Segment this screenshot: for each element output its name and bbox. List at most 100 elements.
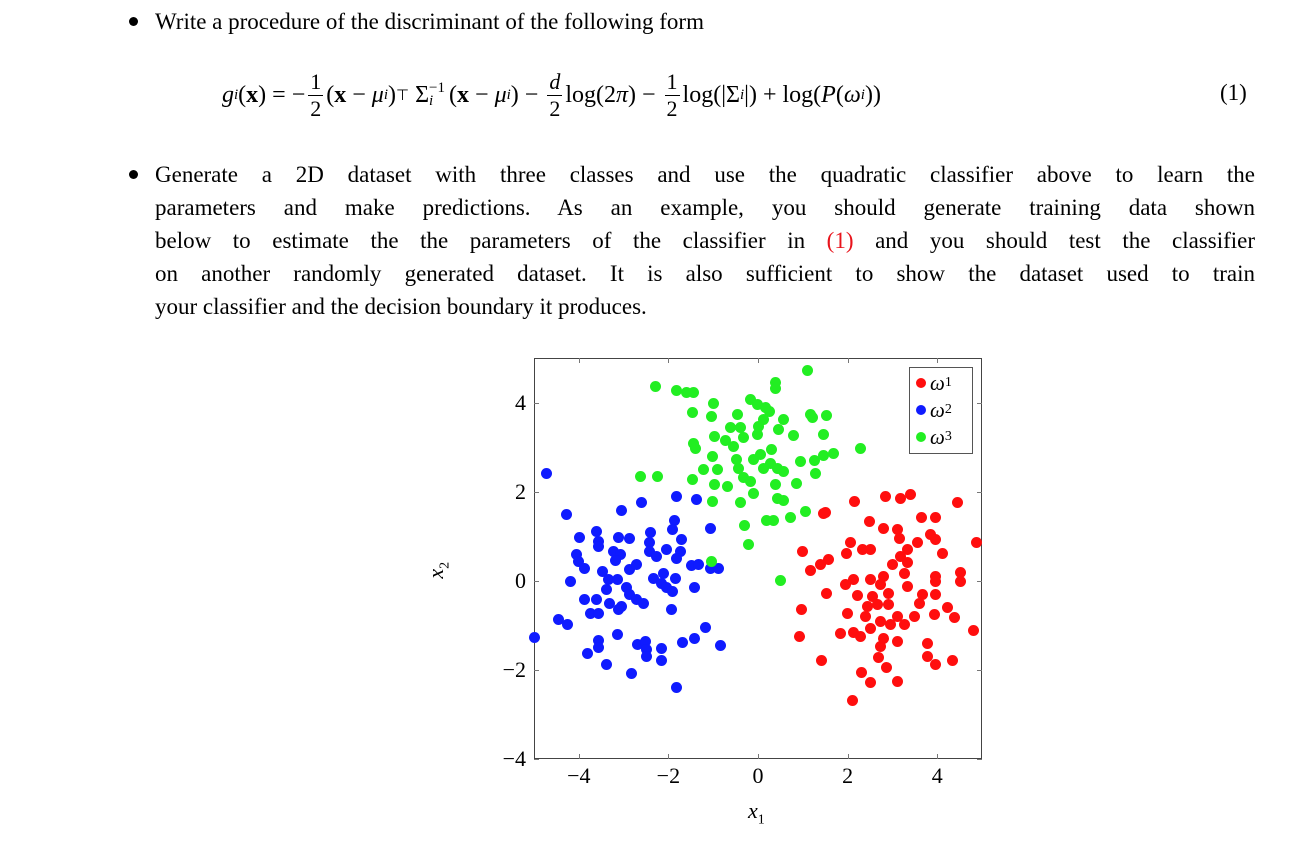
data-point-ω1 xyxy=(875,615,887,627)
equation-it: μ xyxy=(494,81,507,108)
data-point-ω2 xyxy=(677,637,689,649)
data-point-ω1 xyxy=(880,490,892,502)
data-point-ω2 xyxy=(552,613,564,625)
legend-label: ω xyxy=(930,397,945,422)
data-point-ω1 xyxy=(846,695,858,707)
data-point-ω1 xyxy=(794,630,806,642)
data-point-ω3 xyxy=(724,421,736,433)
data-point-ω3 xyxy=(818,429,830,441)
data-point-ω3 xyxy=(744,393,756,405)
data-point-ω2 xyxy=(713,562,725,574)
data-point-ω2 xyxy=(640,651,652,663)
equation-it: ω xyxy=(843,81,861,108)
data-point-ω1 xyxy=(804,565,816,577)
data-point-ω2 xyxy=(651,550,663,562)
data-point-ω1 xyxy=(908,610,920,622)
data-point-ω2 xyxy=(592,642,604,654)
data-point-ω2 xyxy=(643,545,655,557)
y-tick-label: −2 xyxy=(502,656,526,682)
data-point-ω3 xyxy=(778,494,790,506)
equation-reference-link[interactable]: (1) xyxy=(826,228,854,253)
data-point-ω3 xyxy=(788,430,800,442)
data-point-ω2 xyxy=(601,658,613,670)
data-point-ω1 xyxy=(863,516,875,528)
x-axis-label-sub: 1 xyxy=(757,812,765,828)
data-point-ω2 xyxy=(612,531,624,543)
data-point-ω1 xyxy=(952,497,964,509)
data-point-ω3 xyxy=(650,381,662,393)
data-point-ω3 xyxy=(680,387,692,399)
data-point-ω1 xyxy=(796,545,808,557)
data-point-ω1 xyxy=(842,607,854,619)
data-point-ω3 xyxy=(765,457,777,469)
data-point-ω3 xyxy=(828,448,840,460)
data-point-ω3 xyxy=(706,556,718,568)
data-point-ω3 xyxy=(771,463,783,475)
data-point-ω3 xyxy=(687,387,699,399)
y-tick-mark xyxy=(534,759,539,760)
data-point-ω3 xyxy=(712,464,724,476)
legend-marker xyxy=(916,378,926,388)
data-point-ω1 xyxy=(878,632,890,644)
data-point-ω2 xyxy=(614,549,626,561)
equation-txt: Σ xyxy=(409,81,430,108)
x-tick-mark xyxy=(937,358,939,363)
data-point-ω2 xyxy=(657,567,669,579)
data-point-ω1 xyxy=(861,601,873,613)
data-point-ω2 xyxy=(647,572,659,584)
data-point-ω3 xyxy=(652,471,664,483)
data-point-ω2 xyxy=(639,635,651,647)
data-point-ω3 xyxy=(709,479,721,491)
data-point-ω1 xyxy=(883,587,895,599)
data-point-ω2 xyxy=(667,585,679,597)
data-point-ω3 xyxy=(743,539,755,551)
data-point-ω1 xyxy=(854,630,866,642)
data-point-ω3 xyxy=(818,450,830,462)
data-point-ω2 xyxy=(691,494,703,506)
y-axis-label-sub: 2 xyxy=(437,561,453,569)
y-tick-mark xyxy=(977,402,982,404)
data-point-ω1 xyxy=(883,599,895,611)
bullet-marker xyxy=(129,170,138,179)
data-point-ω1 xyxy=(955,575,967,587)
data-point-ω1 xyxy=(841,547,853,559)
y-tick-mark xyxy=(534,669,539,671)
data-point-ω3 xyxy=(707,450,719,462)
data-point-ω2 xyxy=(611,574,623,586)
data-point-ω1 xyxy=(881,662,893,674)
data-point-ω1 xyxy=(916,511,928,523)
equation-txt: log(|Σ xyxy=(682,81,740,108)
data-point-ω1 xyxy=(937,548,949,560)
data-point-ω2 xyxy=(674,545,686,557)
data-point-ω1 xyxy=(845,537,857,549)
data-point-ω2 xyxy=(591,594,603,606)
sub-superscript: −1 i xyxy=(429,80,446,109)
equation-txt: − xyxy=(469,81,495,108)
data-point-ω1 xyxy=(866,590,878,602)
data-point-ω1 xyxy=(875,641,887,653)
paragraph-line: on another randomly generated dataset. I… xyxy=(155,261,1255,286)
data-point-ω3 xyxy=(761,514,773,526)
equation-sub: i xyxy=(383,86,388,103)
data-point-ω3 xyxy=(752,420,764,432)
data-point-ω1 xyxy=(815,655,827,667)
data-point-ω1 xyxy=(871,599,883,611)
data-point-ω1 xyxy=(855,667,867,679)
data-point-ω3 xyxy=(734,496,746,508)
data-point-ω1 xyxy=(895,550,907,562)
data-point-ω2 xyxy=(528,631,540,643)
data-point-ω1 xyxy=(946,655,958,667)
data-point-ω2 xyxy=(669,572,681,584)
data-point-ω3 xyxy=(799,505,811,517)
data-point-ω2 xyxy=(692,559,704,571)
data-point-ω1 xyxy=(820,506,832,518)
data-point-ω1 xyxy=(902,544,914,556)
data-point-ω1 xyxy=(898,619,910,631)
data-point-ω2 xyxy=(578,562,590,574)
data-point-ω3 xyxy=(769,383,781,395)
superscript: −1 xyxy=(429,80,446,96)
data-point-ω2 xyxy=(573,532,585,544)
